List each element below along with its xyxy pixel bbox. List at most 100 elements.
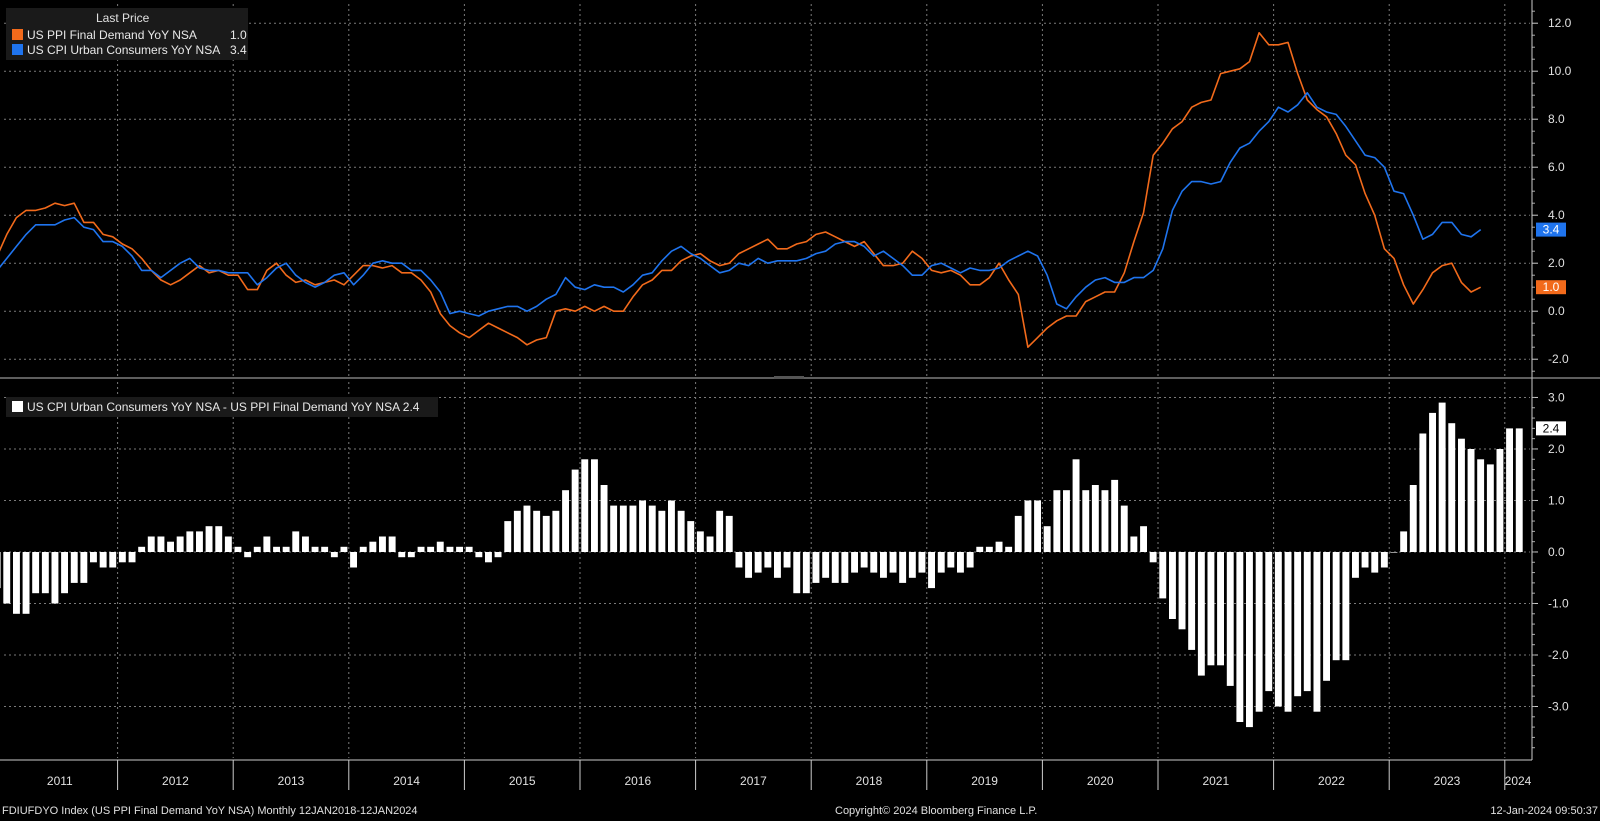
ppi-swatch (12, 29, 23, 40)
spread-bar (90, 552, 97, 563)
spread-bar (1120, 505, 1128, 552)
spread-bar (330, 552, 338, 558)
spread-bar (1005, 546, 1013, 552)
price-lines (0, 31, 1482, 349)
spread-bar (793, 552, 801, 594)
spread-bar (995, 541, 1003, 552)
spread-bar (1458, 438, 1465, 552)
legend-item-ppi[interactable]: US PPI Final Demand YoY NSA 1.0 (12, 28, 247, 42)
spread-bar (639, 500, 646, 552)
spread-bar (215, 526, 223, 552)
spread-bar (128, 552, 136, 563)
spread-bar (1207, 552, 1215, 666)
x-tick-label-2021: 2021 (1202, 774, 1229, 788)
spread-bar (407, 552, 415, 558)
spread-bar (1342, 552, 1350, 661)
cpi-last-value-label: 3.4 (1543, 223, 1560, 237)
spread-bar (1072, 459, 1080, 552)
spread-bar (1217, 552, 1224, 666)
spread-bar (253, 546, 261, 552)
top-y-tick-label: 8.0 (1548, 112, 1565, 126)
legend-cpi-value: 3.4 (230, 43, 247, 57)
spread-bar (1361, 552, 1369, 568)
legend-cpi-label: US CPI Urban Consumers YoY NSA (27, 43, 221, 57)
spread-bar (600, 485, 608, 552)
spread-bar (745, 552, 752, 578)
spread-bar (899, 552, 907, 583)
spread-last-value-tag (1536, 421, 1566, 436)
spread-bar (1332, 552, 1340, 661)
legend-item-cpi[interactable]: US CPI Urban Consumers YoY NSA 3.4 (12, 43, 247, 57)
spread-bar (167, 541, 174, 552)
spread-bar (359, 546, 367, 552)
spread-bar (1101, 490, 1109, 552)
spread-bar (668, 500, 675, 552)
ppi-last-value-label: 1.0 (1543, 280, 1560, 294)
spread-bar (1467, 449, 1475, 552)
spread-bar (282, 546, 290, 552)
spread-bar (205, 526, 213, 552)
footer-copyright: Copyright© 2024 Bloomberg Finance L.P. (835, 805, 1038, 817)
bottom-y-tick-label: -3.0 (1548, 699, 1569, 713)
spread-last-value-label: 2.4 (1543, 421, 1560, 435)
spread-bar (1178, 552, 1186, 630)
spread-bar (224, 536, 232, 552)
bottom-y-tick-label: -1.0 (1548, 596, 1569, 610)
spread-bar (687, 521, 695, 552)
legend-heading: Last Price (96, 11, 150, 25)
x-tick-label-2023: 2023 (1434, 774, 1461, 788)
panel-resize-handle[interactable] (774, 376, 804, 379)
spread-bar (1034, 500, 1041, 552)
spread-bar (1169, 552, 1176, 619)
spread-bar (802, 552, 810, 594)
spread-bar (1159, 552, 1167, 599)
spread-bar (918, 552, 926, 573)
spread-bar (1409, 485, 1417, 552)
bottom-y-tick-label: 2.0 (1548, 442, 1565, 456)
cpi-swatch (12, 44, 23, 55)
spread-bar (1246, 552, 1253, 728)
legend-item-spread[interactable]: US CPI Urban Consumers YoY NSA - US PPI … (12, 400, 419, 414)
spread-bar (13, 552, 20, 614)
spread-bar (841, 552, 849, 583)
spread-bar (985, 546, 993, 552)
spread-bar (99, 552, 107, 568)
cpi-line (0, 92, 1482, 317)
spread-bar (591, 459, 598, 552)
spread-bar (1380, 552, 1388, 568)
spread-bar (523, 505, 531, 552)
ppi-line (0, 31, 1482, 349)
spread-bar (1082, 490, 1090, 552)
x-tick-label-2014: 2014 (393, 774, 420, 788)
spread-bar (1400, 531, 1408, 552)
x-tick-label-2022: 2022 (1318, 774, 1345, 788)
spread-bar (417, 546, 425, 552)
x-tick-label-2013: 2013 (278, 774, 305, 788)
bottom-y-tick-label: -2.0 (1548, 648, 1569, 662)
spread-bar (0, 552, 1, 589)
spread-bar (1024, 500, 1032, 552)
spread-bar (754, 552, 762, 573)
spread-bar (1294, 552, 1302, 697)
spread-bar (1390, 552, 1398, 553)
spread-bar (1043, 526, 1051, 552)
spread-bar (870, 552, 878, 573)
spread-bar (1188, 552, 1196, 650)
spread-bar (822, 552, 830, 578)
spread-bar (504, 521, 512, 552)
top-y-tick-label: 2.0 (1548, 256, 1565, 270)
spread-bar (1303, 552, 1311, 692)
top-y-tick-label: -2.0 (1548, 352, 1569, 366)
spread-bar (340, 546, 348, 552)
spread-bar (1438, 402, 1446, 552)
spread-bar (677, 510, 685, 552)
spread-bar (456, 546, 463, 552)
spread-bar (118, 552, 126, 563)
spread-bar (966, 552, 974, 568)
spread-bar (812, 552, 820, 583)
spread-bar (957, 552, 964, 573)
spread-bar (427, 546, 435, 552)
spread-bar (1140, 526, 1147, 552)
x-tick-label-2016: 2016 (624, 774, 651, 788)
x-tick-label-2019: 2019 (971, 774, 998, 788)
